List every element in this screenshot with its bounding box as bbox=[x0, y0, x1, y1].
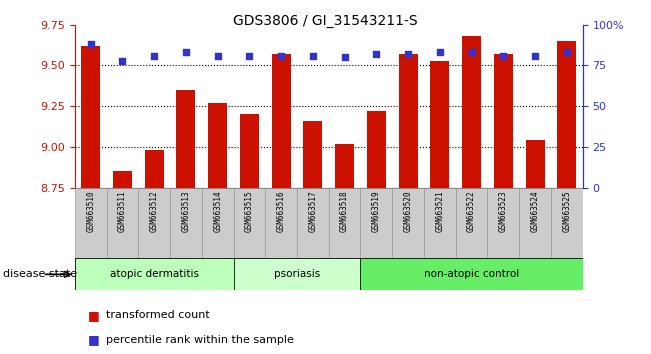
Bar bbox=[361, 188, 392, 258]
Point bbox=[276, 53, 286, 58]
Bar bbox=[234, 188, 266, 258]
Point bbox=[498, 53, 508, 58]
Bar bbox=[519, 188, 551, 258]
Text: GSM663517: GSM663517 bbox=[309, 190, 318, 232]
Text: GSM663519: GSM663519 bbox=[372, 190, 381, 232]
Text: GSM663523: GSM663523 bbox=[499, 190, 508, 232]
Text: percentile rank within the sample: percentile rank within the sample bbox=[106, 335, 294, 345]
Point bbox=[85, 41, 96, 47]
Text: GSM663515: GSM663515 bbox=[245, 190, 254, 232]
Text: GSM663518: GSM663518 bbox=[340, 190, 349, 232]
Point bbox=[371, 51, 381, 57]
Text: GSM663525: GSM663525 bbox=[562, 190, 572, 232]
Bar bbox=[335, 144, 354, 188]
Bar bbox=[240, 114, 259, 188]
Bar bbox=[75, 188, 107, 258]
Bar bbox=[329, 188, 361, 258]
Text: GSM663521: GSM663521 bbox=[436, 190, 445, 232]
Point bbox=[562, 50, 572, 55]
Bar bbox=[297, 188, 329, 258]
Bar bbox=[462, 36, 481, 188]
Point bbox=[339, 55, 350, 60]
Bar bbox=[75, 258, 234, 290]
Point bbox=[117, 58, 128, 63]
Text: ■: ■ bbox=[88, 333, 100, 346]
Bar bbox=[551, 188, 583, 258]
Text: GSM663513: GSM663513 bbox=[182, 190, 191, 232]
Point bbox=[308, 53, 318, 58]
Bar bbox=[303, 121, 322, 188]
Bar bbox=[81, 46, 100, 188]
Point bbox=[403, 51, 413, 57]
Bar bbox=[145, 150, 164, 188]
Point bbox=[530, 53, 540, 58]
Text: transformed count: transformed count bbox=[106, 310, 210, 320]
Bar bbox=[361, 258, 583, 290]
Text: GSM663514: GSM663514 bbox=[213, 190, 222, 232]
Bar bbox=[493, 54, 513, 188]
Text: GSM663522: GSM663522 bbox=[467, 190, 476, 232]
Text: disease state: disease state bbox=[3, 269, 77, 279]
Point bbox=[212, 53, 223, 58]
Bar bbox=[525, 141, 544, 188]
Bar bbox=[488, 188, 519, 258]
Text: GSM663520: GSM663520 bbox=[404, 190, 413, 232]
Text: GDS3806 / GI_31543211-S: GDS3806 / GI_31543211-S bbox=[233, 14, 418, 28]
Bar bbox=[430, 61, 449, 188]
Text: psoriasis: psoriasis bbox=[274, 269, 320, 279]
Bar bbox=[398, 54, 418, 188]
Text: ■: ■ bbox=[88, 309, 100, 321]
Text: GSM663512: GSM663512 bbox=[150, 190, 159, 232]
Bar bbox=[424, 188, 456, 258]
Bar bbox=[271, 54, 290, 188]
Bar bbox=[170, 188, 202, 258]
Bar bbox=[139, 188, 170, 258]
Bar bbox=[107, 188, 138, 258]
Bar bbox=[113, 171, 132, 188]
Bar bbox=[234, 258, 361, 290]
Text: GSM663511: GSM663511 bbox=[118, 190, 127, 232]
Text: GSM663524: GSM663524 bbox=[531, 190, 540, 232]
Bar bbox=[557, 41, 576, 188]
Text: GSM663510: GSM663510 bbox=[86, 190, 95, 232]
Point bbox=[181, 50, 191, 55]
Point bbox=[244, 53, 255, 58]
Bar bbox=[208, 103, 227, 188]
Bar bbox=[392, 188, 424, 258]
Bar bbox=[176, 90, 195, 188]
Point bbox=[466, 50, 477, 55]
Text: GSM663516: GSM663516 bbox=[277, 190, 286, 232]
Bar bbox=[202, 188, 234, 258]
Bar bbox=[367, 111, 386, 188]
Bar bbox=[266, 188, 297, 258]
Text: atopic dermatitis: atopic dermatitis bbox=[110, 269, 199, 279]
Point bbox=[149, 53, 159, 58]
Bar bbox=[456, 188, 488, 258]
Text: non-atopic control: non-atopic control bbox=[424, 269, 519, 279]
Point bbox=[435, 50, 445, 55]
